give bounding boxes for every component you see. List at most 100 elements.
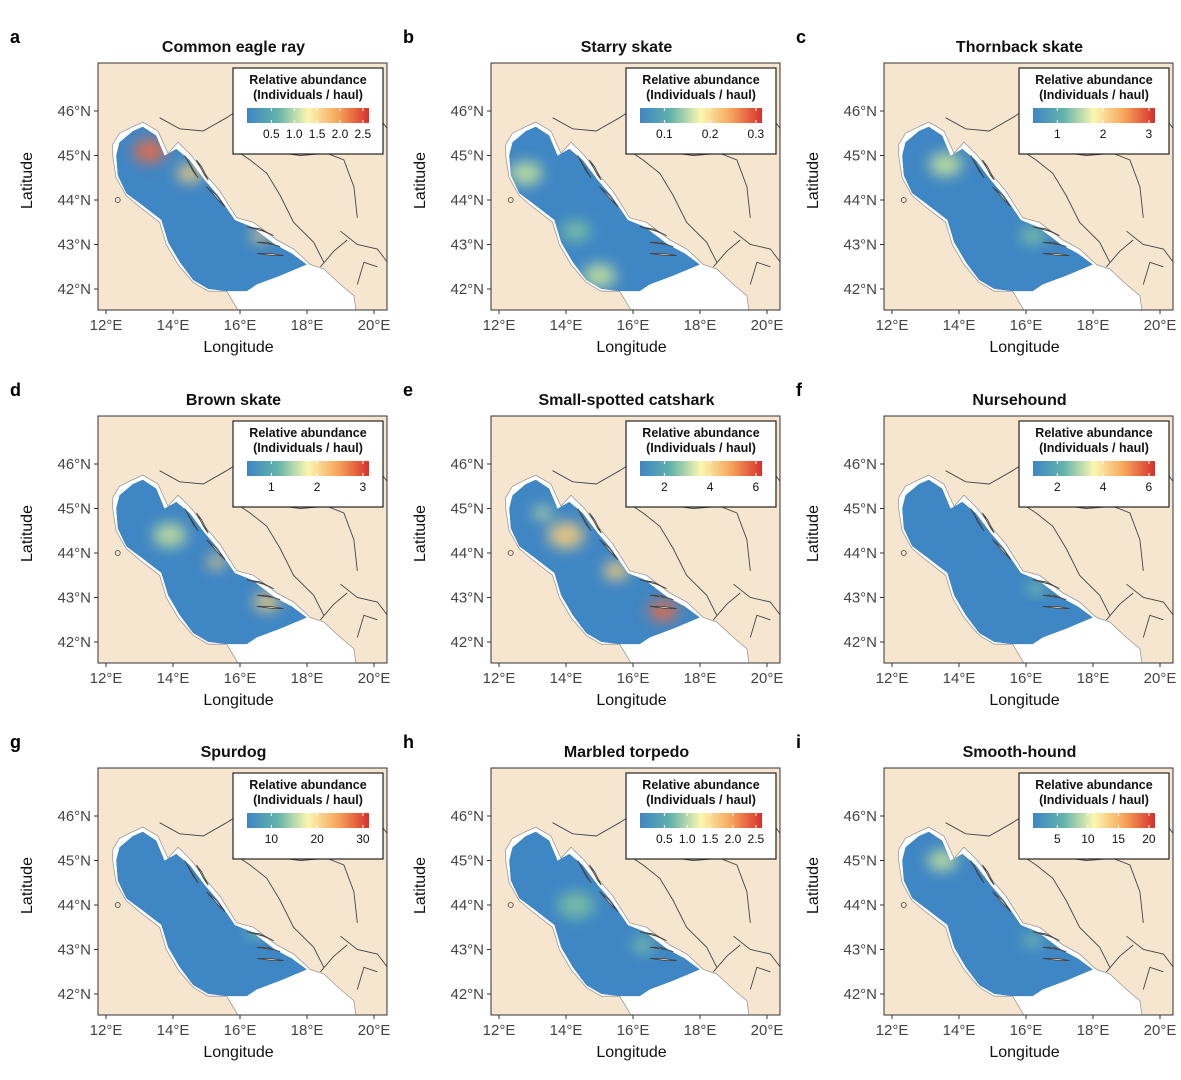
legend-tick-label: 1.5 — [309, 127, 326, 141]
panel-title: Spurdog — [201, 744, 267, 761]
legend-colorbar — [1033, 813, 1155, 828]
country-border — [1052, 150, 1144, 218]
panel-title: Marbled torpedo — [564, 744, 690, 761]
legend-colorbar — [247, 461, 369, 476]
island — [577, 860, 592, 884]
abundance-surface — [509, 126, 700, 292]
abundance-surface — [902, 479, 1093, 645]
abundance-hotspot — [176, 163, 203, 183]
country-border — [1126, 935, 1173, 968]
panel-title: Small-spotted catshark — [538, 392, 714, 409]
x-axis-label: Longitude — [203, 1044, 273, 1061]
lat-tick-label: 46°N — [57, 456, 91, 473]
island — [992, 186, 1012, 208]
country-border — [733, 935, 780, 968]
legend-subtitle: (Individuals / haul) — [646, 88, 756, 102]
panel-letter: i — [796, 732, 801, 752]
panel-title: Starry skate — [581, 39, 673, 56]
country-border — [320, 592, 348, 621]
legend-tick-label: 10 — [265, 832, 279, 846]
lat-tick-label: 46°N — [843, 808, 877, 825]
island — [992, 891, 1012, 913]
small-island — [114, 197, 121, 203]
lat-tick-label: 43°N — [57, 942, 91, 959]
island — [1032, 579, 1060, 590]
y-axis-label: Latitude — [805, 857, 822, 914]
legend-tick-label: 1.0 — [679, 832, 696, 846]
lon-tick-label: 16°E — [224, 670, 257, 687]
lon-tick-label: 12°E — [90, 670, 123, 687]
lon-tick-label: 20°E — [751, 670, 784, 687]
lon-tick-label: 18°E — [291, 670, 324, 687]
island — [992, 539, 1012, 561]
abundance-hotspot — [547, 521, 585, 549]
legend-title: Relative abundance — [1035, 778, 1152, 792]
plot-frame — [883, 415, 1174, 664]
lat-tick-label: 42°N — [57, 986, 91, 1003]
island — [599, 891, 619, 913]
panel-title: Common eagle ray — [162, 39, 305, 56]
plot-frame — [97, 62, 388, 311]
island — [649, 605, 677, 610]
lat-tick-label: 42°N — [450, 634, 484, 651]
legend-subtitle: (Individuals / haul) — [253, 793, 363, 807]
island — [577, 508, 592, 532]
abundance-hotspot — [509, 161, 543, 186]
lon-tick-label: 20°E — [1144, 670, 1177, 687]
lat-tick-label: 44°N — [450, 545, 484, 562]
small-island — [114, 902, 121, 908]
legend-subtitle: (Individuals / haul) — [646, 441, 756, 455]
lon-tick-label: 12°E — [876, 317, 909, 334]
island — [196, 864, 209, 886]
country-border — [320, 944, 348, 973]
country-border — [340, 935, 387, 968]
panel-title: Brown skate — [186, 392, 281, 409]
lon-tick-label: 20°E — [751, 317, 784, 334]
country-border — [713, 592, 741, 621]
abundance-hotspot — [153, 523, 187, 548]
island — [982, 512, 995, 534]
lon-tick-label: 20°E — [358, 317, 391, 334]
abundance-surface — [509, 479, 700, 645]
country-border — [1019, 148, 1111, 263]
x-axis-label: Longitude — [989, 692, 1059, 709]
abundance-hotspot — [603, 561, 630, 581]
small-island — [507, 197, 514, 203]
lat-tick-label: 42°N — [450, 281, 484, 298]
island — [649, 241, 674, 248]
lat-tick-label: 43°N — [57, 237, 91, 254]
legend-tick-label: 2 — [661, 480, 668, 494]
lon-tick-label: 16°E — [617, 670, 650, 687]
y-axis-label: Latitude — [805, 152, 822, 209]
legend-tick-label: 1 — [1054, 127, 1061, 141]
map-panel-e: e Small-spotted catshark 46°N 45°N 44°N 43°N 4… — [403, 378, 793, 728]
lon-tick-label: 14°E — [157, 317, 190, 334]
abundance-hotspot — [929, 152, 963, 177]
lon-tick-label: 20°E — [1144, 317, 1177, 334]
legend-title: Relative abundance — [249, 73, 366, 87]
map-panel-g: g Spurdog 46°N 45°N 44°N 43°N 42°N 12°E 14°E 16°E… — [10, 730, 400, 1080]
country-border — [266, 503, 358, 571]
lon-tick-label: 16°E — [224, 317, 257, 334]
lon-tick-label: 14°E — [157, 1022, 190, 1039]
lat-tick-label: 42°N — [57, 281, 91, 298]
lat-tick-label: 45°N — [843, 148, 877, 165]
lon-tick-label: 20°E — [358, 670, 391, 687]
plot-frame — [97, 415, 388, 664]
lat-tick-label: 43°N — [450, 590, 484, 607]
lat-tick-label: 45°N — [843, 501, 877, 518]
abundance-hotspot — [648, 600, 678, 622]
legend: Relative abundance(Individuals / haul) 5 1… — [1018, 772, 1170, 860]
island — [1042, 594, 1067, 601]
map-svg: i Smooth-hound 46°N 45°N 44°N 43°N 42°N 12°E 14°… — [796, 732, 1176, 1061]
lon-tick-label: 14°E — [550, 670, 583, 687]
panel-letter: a — [10, 27, 21, 47]
small-island — [114, 550, 121, 556]
lon-tick-label: 18°E — [291, 1022, 324, 1039]
lat-tick-label: 45°N — [57, 501, 91, 518]
lat-tick-label: 42°N — [57, 634, 91, 651]
lon-tick-label: 18°E — [1077, 670, 1110, 687]
lat-tick-label: 44°N — [843, 897, 877, 914]
country-border — [340, 583, 387, 616]
lon-tick-label: 12°E — [483, 670, 516, 687]
